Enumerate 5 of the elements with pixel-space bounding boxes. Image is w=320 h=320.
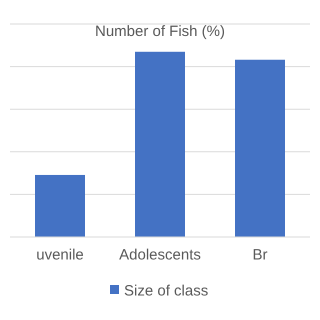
x-tick-label: Adolescents [119, 246, 201, 264]
x-tick-label: uvenile [36, 246, 84, 264]
chart-title: Number of Fish (%) [94, 23, 226, 40]
legend-label: Size of class [124, 282, 208, 300]
x-tick-label: Br [252, 246, 268, 264]
